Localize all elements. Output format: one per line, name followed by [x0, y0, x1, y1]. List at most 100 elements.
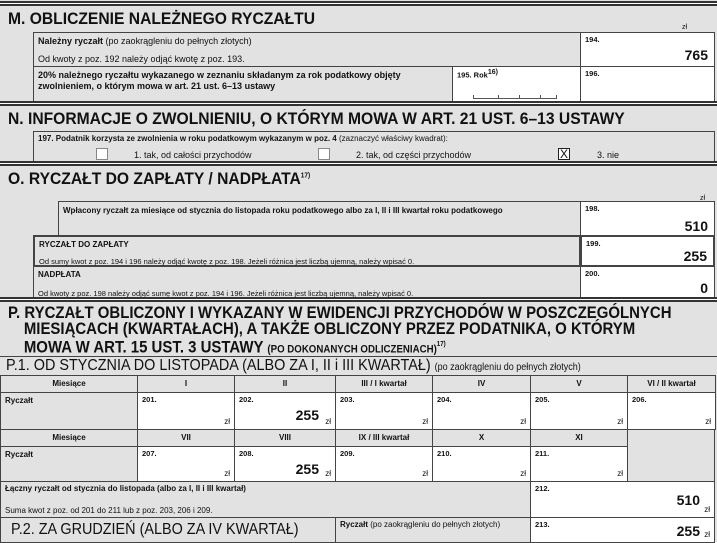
label: VII	[181, 433, 191, 442]
month-header: V	[530, 375, 628, 393]
row-200-label: NADPŁATA Od kwoty z poz. 198 należy odjąć…	[33, 266, 581, 299]
month-header: VII	[137, 429, 235, 447]
p2-label: Ryczałt (po zaokrągleniu do pełnych złot…	[335, 517, 531, 543]
row-197: 197. Podatnik korzysta ze zwolnienia w r…	[33, 131, 715, 162]
months-header: Miesiące	[0, 375, 138, 393]
field-number: 201.	[142, 395, 157, 404]
label: Należny ryczałt	[38, 36, 104, 46]
field-value: 255	[676, 523, 700, 539]
month-header: X	[432, 429, 531, 447]
empty-cell	[627, 429, 715, 482]
field-number: 213.	[535, 520, 550, 529]
currency: zł	[617, 469, 623, 478]
field-number: 200.	[585, 269, 600, 278]
label: Wpłacony ryczałt za miesiące od stycznia…	[63, 206, 503, 215]
field-number: 212.	[535, 484, 550, 493]
currency: zł	[704, 505, 710, 514]
field-number: 205.	[535, 395, 550, 404]
field-value: 255	[295, 407, 319, 423]
field-200[interactable]: 200. 0	[580, 266, 715, 299]
month-field[interactable]: 207. zł	[137, 446, 235, 482]
divider	[0, 161, 717, 166]
field-number: 210.	[437, 449, 452, 458]
field-value: 765	[684, 47, 708, 63]
label: Miesiące	[52, 433, 86, 442]
field-number: 208.	[239, 449, 254, 458]
currency: zł	[422, 417, 428, 426]
section-n-title: N. INFORMACJE O ZWOLNIENIU, O KTÓRYM MOW…	[8, 109, 625, 128]
currency-label: zł	[682, 24, 688, 31]
month-field[interactable]: 204. zł	[432, 392, 531, 430]
label: Ryczałt	[5, 450, 34, 459]
label: Miesiące	[52, 379, 86, 388]
month-field[interactable]: 211. zł	[530, 446, 628, 482]
label: IV	[477, 379, 486, 388]
footnote: 17)	[300, 172, 311, 180]
checkbox-option-2[interactable]	[318, 148, 330, 160]
label: 20% należnego ryczałtu wykazanego w zezn…	[38, 70, 401, 91]
label: NADPŁATA	[38, 270, 81, 279]
currency: zł	[325, 469, 331, 478]
label: III / I kwartał	[361, 379, 407, 388]
month-field[interactable]: 210. zł	[432, 446, 531, 482]
currency: zł	[704, 530, 710, 539]
field-212[interactable]: 212. 510 zł	[530, 481, 715, 518]
field-number: 207.	[142, 449, 157, 458]
ryczalt-label: Ryczałt	[0, 446, 138, 482]
field-number: 196.	[585, 69, 600, 78]
field-196[interactable]: 196.	[580, 66, 715, 102]
month-header: II	[234, 375, 336, 393]
section-p-title: P. RYCZAŁT OBLICZONY I WYKAZANY W EWIDEN…	[8, 303, 672, 357]
field-198[interactable]: 198. 510	[580, 201, 715, 236]
month-header: VIII	[234, 429, 336, 447]
field-199[interactable]: 199. 255	[580, 235, 715, 267]
label: XI	[575, 433, 583, 442]
currency: zł	[224, 417, 230, 426]
currency: zł	[520, 417, 526, 426]
option-3-label: 3. nie	[597, 150, 620, 160]
month-field[interactable]: 206. zł	[627, 392, 716, 430]
field-213[interactable]: 213. 255 zł	[530, 517, 715, 543]
field-value: 510	[676, 492, 700, 508]
month-header: I	[137, 375, 235, 393]
month-field[interactable]: 208. 255 zł	[234, 446, 336, 482]
field-195-year[interactable]: 195. Rok16)	[452, 66, 581, 102]
month-field[interactable]: 205. zł	[530, 392, 628, 430]
field-value: 0	[700, 280, 708, 296]
checkbox-option-1[interactable]	[96, 148, 108, 160]
divider	[0, 1, 717, 6]
month-field[interactable]: 202. 255 zł	[234, 392, 336, 430]
months-header: Miesiące	[0, 429, 138, 447]
field-value: 255	[683, 248, 707, 264]
hint: Od sumy kwot z poz. 194 i 196 należy odj…	[39, 257, 415, 266]
field-number: 211.	[535, 449, 550, 458]
label: I	[184, 379, 188, 388]
month-field[interactable]: 209. zł	[335, 446, 433, 482]
field-value: 255	[295, 461, 319, 477]
p1-title: P.1. OD STYCZNIA DO LISTOPADA (ALBO ZA I…	[6, 357, 581, 374]
field-194[interactable]: 194. 765	[580, 32, 715, 67]
row-196-label: 20% należnego ryczałtu wykazanego w zezn…	[33, 66, 453, 102]
section-m-title: M. OBLICZENIE NALEŻNEGO RYCZAŁTU	[8, 9, 316, 28]
label: RYCZAŁT DO ZAPŁATY	[39, 240, 129, 249]
field-number: 198.	[585, 204, 600, 213]
row-212-label: Łączny ryczałt od stycznia do listopada …	[0, 481, 531, 518]
row-194-label: Należny ryczałt (po zaokrągleniu do pełn…	[33, 32, 581, 67]
month-field[interactable]: 201. zł	[137, 392, 235, 430]
checkbox-option-3[interactable]: X	[558, 147, 570, 161]
hint: Od kwoty z poz. 198 należy odjąć sumę kw…	[38, 289, 414, 298]
footnote: 16)	[487, 69, 498, 76]
note: (po zaokrągleniu do pełnych złotych)	[105, 36, 252, 46]
label: VIII	[278, 433, 291, 442]
label: IX / III kwartał	[358, 433, 410, 442]
question: 197. Podatnik korzysta ze zwolnienia w r…	[38, 134, 337, 143]
field-value: 510	[684, 218, 708, 234]
p2-title-box: P.2. ZA GRUDZIEŃ (ALBO ZA IV KWARTAŁ)	[0, 517, 336, 543]
field-number: 194.	[585, 35, 600, 44]
row-198-label: Wpłacony ryczałt za miesiące od stycznia…	[58, 201, 581, 236]
hint: Suma kwot z poz. od 201 do 211 lub z poz…	[5, 506, 213, 515]
ryczalt-label: Ryczałt	[0, 392, 138, 430]
month-field[interactable]: 203. zł	[335, 392, 433, 430]
month-header: IX / III kwartał	[335, 429, 433, 447]
field-number: 203.	[340, 395, 355, 404]
